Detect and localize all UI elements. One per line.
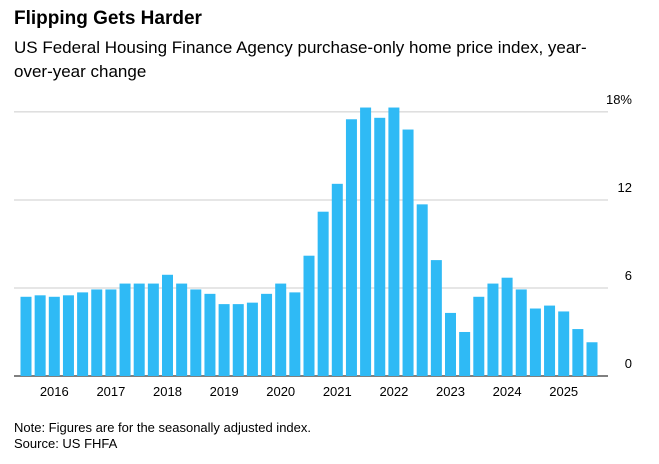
bar [586, 342, 598, 376]
bar [430, 260, 442, 376]
chart-title: Flipping Gets Harder [14, 8, 202, 29]
bar [77, 292, 89, 376]
note: Note: Figures are for the seasonally adj… [14, 420, 312, 435]
bar [246, 302, 258, 376]
x-tick-label: 2019 [210, 384, 239, 399]
bar [162, 274, 173, 376]
bar [48, 296, 60, 376]
bar [544, 305, 556, 376]
bar [91, 289, 103, 376]
bar [119, 283, 131, 376]
chart-subtitle: US Federal Housing Finance Agency purcha… [14, 38, 587, 81]
x-tick-label: 2025 [549, 384, 578, 399]
bar [416, 204, 428, 376]
bar [558, 311, 570, 376]
bar [529, 308, 541, 376]
bar [473, 296, 485, 376]
x-tick-label: 2024 [493, 384, 522, 399]
bar [218, 304, 230, 376]
y-tick-label: 12 [618, 180, 632, 195]
bar [345, 119, 357, 377]
bar [133, 283, 145, 376]
y-tick-label: 6 [625, 268, 632, 283]
bar [572, 329, 584, 376]
bar [501, 277, 513, 376]
bar [34, 295, 46, 376]
bar [374, 117, 386, 376]
bar [289, 292, 301, 376]
x-tick-label: 2020 [266, 384, 295, 399]
bar [515, 289, 527, 376]
bar [303, 255, 315, 376]
x-tick-label: 2021 [323, 384, 352, 399]
bar [487, 283, 499, 376]
bar [147, 283, 159, 376]
y-tick-label: 0 [625, 356, 632, 371]
bar [402, 129, 414, 376]
bar [232, 304, 244, 376]
x-tick-label: 2016 [40, 384, 69, 399]
bar [275, 283, 287, 376]
bar [317, 211, 329, 376]
bar [204, 293, 216, 376]
y-tick-label: 18% [606, 92, 632, 107]
bar [261, 293, 273, 376]
bar [20, 296, 32, 376]
x-tick-label: 2018 [153, 384, 182, 399]
bar [388, 107, 400, 376]
bar [62, 295, 74, 376]
bar [360, 107, 372, 376]
x-tick-label: 2017 [96, 384, 125, 399]
source: Source: US FHFA [14, 436, 118, 451]
x-tick-label: 2023 [436, 384, 465, 399]
bar [190, 289, 202, 376]
bar [176, 283, 188, 376]
x-tick-label: 2022 [379, 384, 408, 399]
bar [105, 289, 117, 376]
bar [331, 183, 343, 376]
bar [459, 331, 471, 376]
chart: 0 6 12 18% 2016 2017 2018 2019 2020 2021 2022 2023 2… [14, 92, 632, 399]
bar [445, 312, 456, 376]
